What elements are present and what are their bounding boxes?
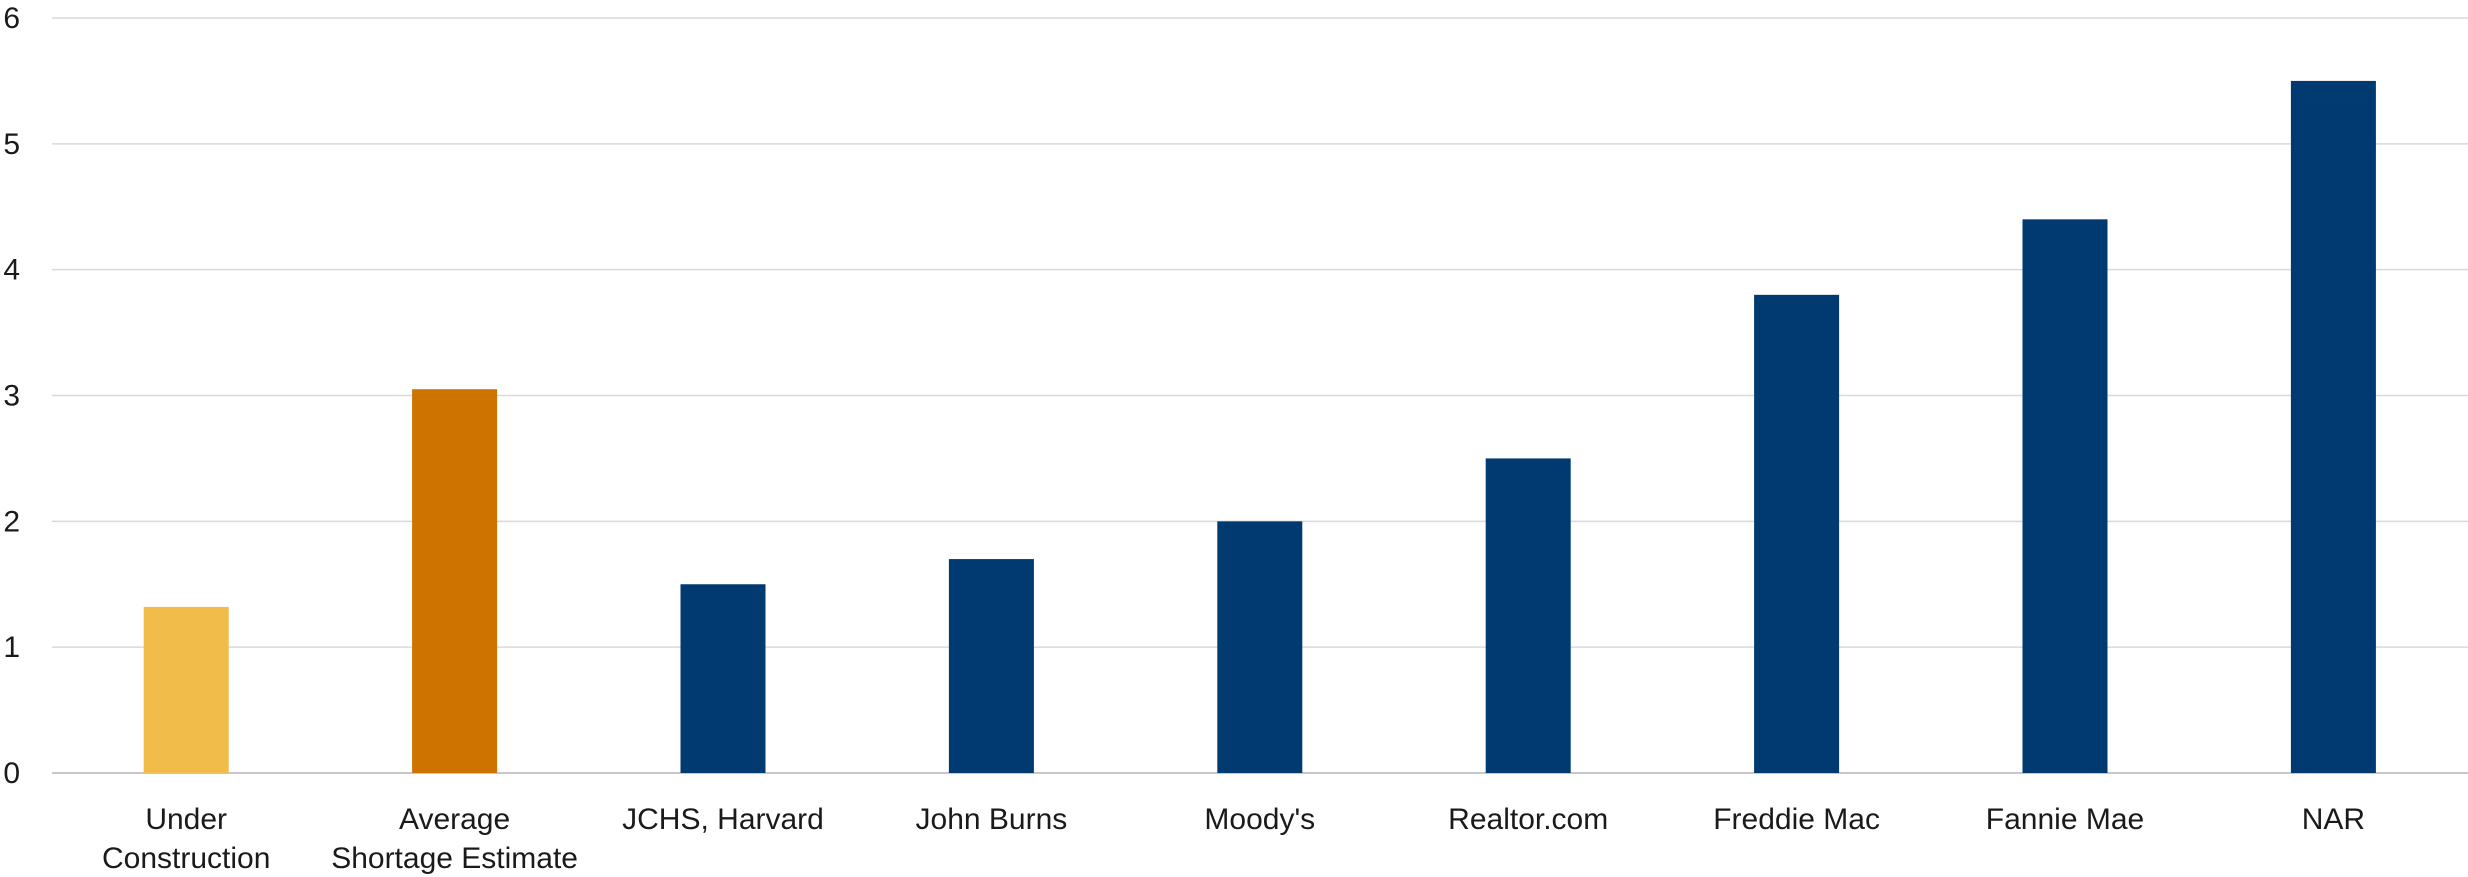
x-category-label: Freddie Mac xyxy=(1713,803,1880,836)
bar xyxy=(680,584,766,773)
x-category-label-line: Realtor.com xyxy=(1448,803,1608,836)
x-category-label: NAR xyxy=(2302,803,2365,836)
x-category-label-line: Shortage Estimate xyxy=(331,842,578,875)
x-category-label: Fannie Mae xyxy=(1986,803,2144,836)
bar xyxy=(2290,80,2376,773)
x-category-label-line: Average xyxy=(399,803,510,836)
bar xyxy=(1485,458,1571,773)
x-category-label: JCHS, Harvard xyxy=(622,803,824,836)
bar xyxy=(1754,294,1840,773)
y-tick-label: 4 xyxy=(3,254,20,287)
x-category-label-line: Under xyxy=(145,803,227,836)
bar xyxy=(2022,219,2108,774)
y-tick-label: 5 xyxy=(3,128,20,161)
x-category-label: Moody's xyxy=(1204,803,1315,836)
bar xyxy=(143,606,229,773)
y-tick-label: 3 xyxy=(3,380,20,413)
x-category-label-line: Construction xyxy=(102,842,270,875)
x-category-label: Average Shortage Estimate xyxy=(331,803,578,875)
x-category-label: John Burns xyxy=(916,803,1068,836)
x-category-label-line: JCHS, Harvard xyxy=(622,803,824,836)
bars xyxy=(143,80,2376,774)
y-tick-label: 6 xyxy=(3,2,20,35)
x-category-label-line: Freddie Mac xyxy=(1713,803,1880,836)
x-category-label-line: Fannie Mae xyxy=(1986,803,2144,836)
bar xyxy=(1217,521,1303,773)
x-axis-labels: Under Construction Average Shortage Estimat… xyxy=(102,803,2365,875)
y-tick-label: 2 xyxy=(3,505,20,538)
x-category-label: Under Construction xyxy=(102,803,270,875)
y-tick-label: 1 xyxy=(3,631,20,664)
y-tick-label: 0 xyxy=(3,757,20,790)
x-category-label-line: John Burns xyxy=(916,803,1068,836)
x-category-label: Realtor.com xyxy=(1448,803,1608,836)
x-category-label-line: Moody's xyxy=(1204,803,1315,836)
y-axis-ticks: 0 1 2 3 4 5 6 xyxy=(3,2,20,790)
bar xyxy=(948,559,1034,773)
bar xyxy=(412,389,498,773)
x-category-label-line: NAR xyxy=(2302,803,2365,836)
